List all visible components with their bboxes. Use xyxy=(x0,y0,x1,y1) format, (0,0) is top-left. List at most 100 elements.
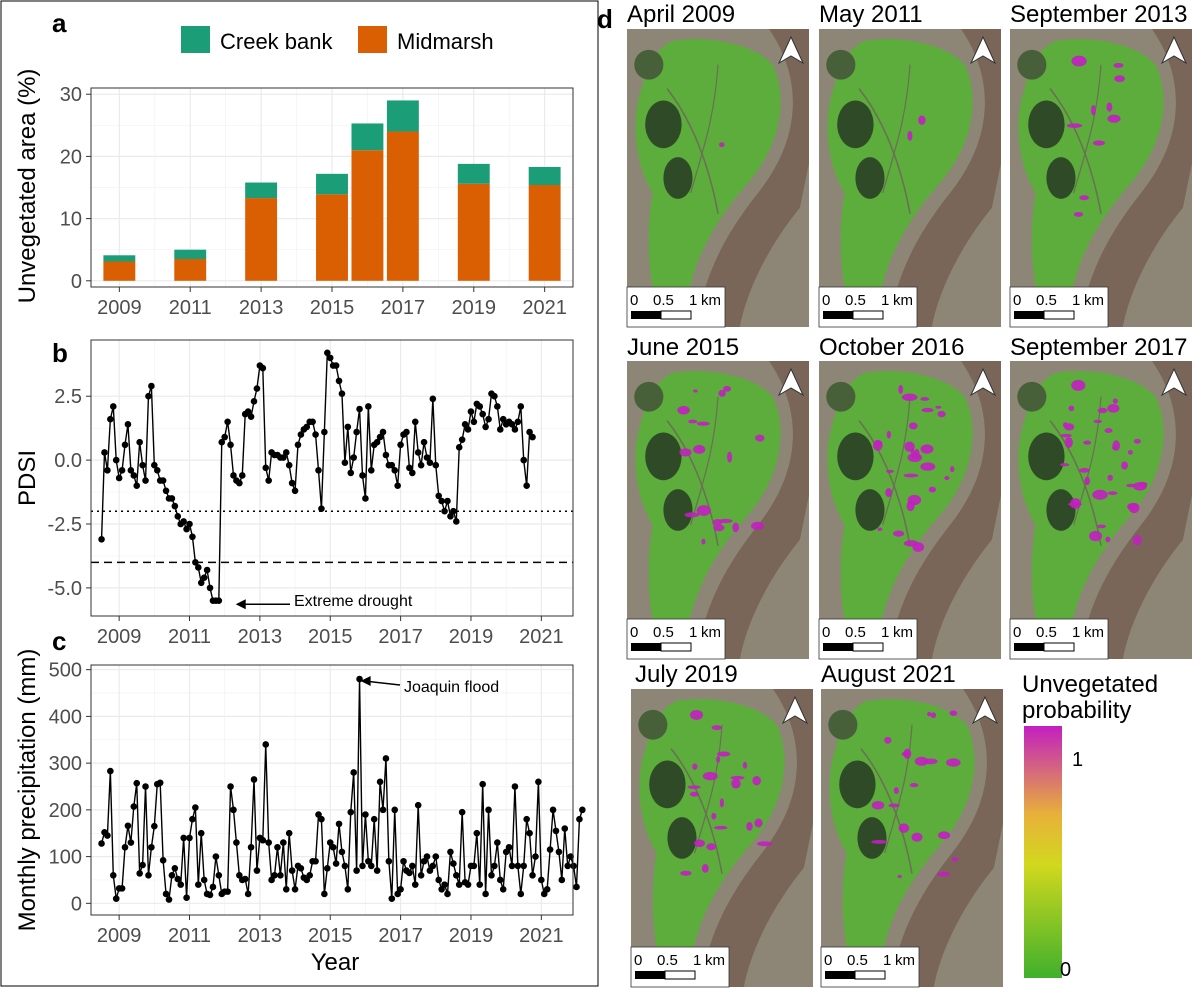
x-tick-label: 2013 xyxy=(238,925,283,947)
map-unvegetated-patch xyxy=(754,818,763,828)
precip-point xyxy=(145,871,152,879)
map-unvegetated-patch xyxy=(757,841,773,847)
pdsi-point xyxy=(517,403,525,410)
scale-bar-white-segment xyxy=(852,642,884,652)
precip-point xyxy=(370,815,378,823)
precip-point xyxy=(189,815,196,823)
pdsi-point xyxy=(153,467,161,474)
pdsi-point xyxy=(203,566,211,574)
map-forest-island xyxy=(837,432,874,481)
pdsi-point xyxy=(367,467,375,474)
map-unvegetated-patch xyxy=(1064,437,1073,448)
colorbar: Unvegetated probability 1 0 xyxy=(1022,671,1158,981)
x-tick-label: 2013 xyxy=(239,297,284,319)
map-forest-island xyxy=(826,49,856,80)
map-unvegetated-patch xyxy=(921,407,934,413)
map-creek xyxy=(1073,64,1102,194)
precip-point xyxy=(432,853,440,860)
precip-point xyxy=(579,806,586,814)
map-forest-island xyxy=(1046,157,1076,199)
precip-point xyxy=(329,843,337,851)
map-creek xyxy=(690,396,719,526)
pdsi-point xyxy=(491,392,498,400)
map-unvegetated-patch xyxy=(711,725,722,731)
precip-point xyxy=(538,876,545,884)
map-unvegetated-patch xyxy=(716,756,721,763)
pdsi-point xyxy=(429,395,437,403)
bar-creek-bank xyxy=(351,123,384,151)
precip-point xyxy=(262,741,270,748)
pdsi-point xyxy=(121,441,129,449)
pdsi-point xyxy=(115,474,123,482)
map-forest-island xyxy=(645,100,682,149)
map-forest-island xyxy=(855,157,885,199)
pdsi-point xyxy=(406,464,413,472)
pdsi-point xyxy=(168,495,176,502)
map-unvegetated-patch xyxy=(692,763,698,770)
y-tick-label: 500 xyxy=(49,660,82,682)
x-tick-label: 2013 xyxy=(238,626,283,648)
bar-midmarsh xyxy=(103,261,136,281)
precip-point xyxy=(570,862,577,870)
pdsi-point xyxy=(186,520,193,528)
precip-point xyxy=(450,860,457,867)
pdsi-point xyxy=(224,418,231,426)
scale-bar-unit: km xyxy=(701,624,721,641)
map-unvegetated-patch xyxy=(893,787,899,795)
pdsi-point xyxy=(435,492,443,500)
map-unvegetated-patch xyxy=(1133,438,1141,444)
scale-bar-box xyxy=(626,286,726,328)
map-unvegetated-patch xyxy=(946,758,961,767)
colorbar-max-label: 1 xyxy=(1072,749,1083,771)
scale-bar-white-segment xyxy=(852,310,884,320)
pdsi-point xyxy=(133,482,141,489)
precip-point xyxy=(376,778,384,786)
precip-point xyxy=(174,875,182,883)
scale-bar-box xyxy=(1009,286,1109,328)
pdsi-point xyxy=(238,472,246,479)
precip-point xyxy=(285,829,293,837)
precip-point xyxy=(215,871,223,879)
precip-point xyxy=(206,891,214,899)
pdsi-point xyxy=(344,423,352,431)
pdsi-point xyxy=(291,487,299,495)
precip-point xyxy=(558,876,566,884)
map-unvegetated-patch xyxy=(1113,62,1124,68)
precip-point xyxy=(312,857,319,865)
map-unvegetated-patch xyxy=(903,473,919,478)
x-tick-label: 2009 xyxy=(97,925,142,947)
map-unvegetated-patch xyxy=(1107,114,1121,123)
map-creek xyxy=(694,724,723,854)
scale-bar-box xyxy=(630,946,730,988)
map-river xyxy=(888,361,1001,659)
precip-point xyxy=(546,846,554,853)
x-tick-label: 2015 xyxy=(310,297,355,319)
precip-point xyxy=(567,853,574,860)
map-unvegetated-patch xyxy=(1096,524,1107,529)
map-unvegetated-patch xyxy=(1107,491,1118,496)
bar-creek-bank xyxy=(245,182,278,199)
map-unvegetated-patch xyxy=(1093,419,1103,424)
pdsi-point xyxy=(470,418,478,426)
map-unvegetated-patch xyxy=(1097,407,1108,414)
precip-point xyxy=(321,890,328,898)
pdsi-point xyxy=(136,438,143,446)
precip-point xyxy=(573,883,580,891)
scale-bar-unit: km xyxy=(1084,624,1104,641)
plot-background xyxy=(91,340,573,616)
pdsi-point xyxy=(206,584,214,592)
map-forest-island xyxy=(667,817,697,859)
legend-label-midmarsh: Midmarsh xyxy=(397,29,494,54)
precip-point xyxy=(385,857,393,865)
pdsi-point xyxy=(282,449,290,456)
precip-point xyxy=(496,876,504,884)
map-forest-island xyxy=(649,760,686,809)
map-unvegetated-patch xyxy=(936,871,951,877)
bar-creek-bank xyxy=(457,163,490,184)
pdsi-point xyxy=(145,392,152,400)
legend-swatch-midmarsh xyxy=(358,26,387,53)
map-4: June 2015 0 0.5 1 km xyxy=(626,334,809,660)
map-unvegetated-patch xyxy=(904,441,915,452)
precip-point xyxy=(359,862,366,870)
precip-point xyxy=(192,804,199,811)
